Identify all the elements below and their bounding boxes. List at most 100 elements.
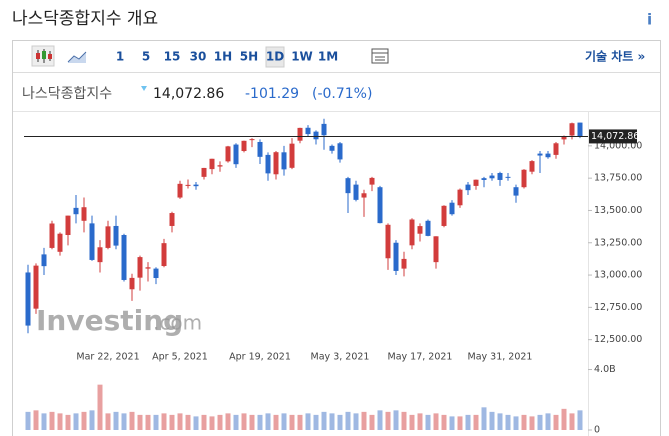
settings-icon[interactable] <box>371 48 389 64</box>
volume-bar <box>425 414 431 430</box>
volume-bar <box>369 414 375 430</box>
volume-bar <box>313 414 319 430</box>
candle-body <box>473 179 479 186</box>
candle-body <box>241 140 247 152</box>
quote-change: -101.29 <box>245 86 299 102</box>
interval-button[interactable]: 5 <box>142 50 150 64</box>
candle-body <box>409 219 415 246</box>
candle-body <box>545 153 551 158</box>
volume-bar <box>393 410 399 430</box>
candle-body <box>505 176 511 178</box>
interval-button[interactable]: 1M <box>318 50 338 64</box>
candle-body <box>393 242 399 271</box>
volume-bar <box>553 414 559 430</box>
candle-body <box>497 172 503 180</box>
candle-body <box>281 152 287 170</box>
x-tick-label: Apr 19, 2021 <box>229 352 291 363</box>
candle-body <box>561 136 567 140</box>
candle-body <box>361 193 367 198</box>
candle-body <box>489 175 495 179</box>
candle-body <box>209 158 215 170</box>
candle-body <box>377 187 383 224</box>
candle-body <box>105 226 111 248</box>
candle-body <box>257 141 263 157</box>
volume-bar <box>473 414 479 430</box>
candle-body <box>129 277 135 290</box>
volume-bar <box>113 411 119 430</box>
candle-body <box>97 247 103 263</box>
volume-bar <box>201 414 207 430</box>
volume-bar <box>521 414 527 430</box>
volume-tick-label: 4.0B <box>594 364 616 375</box>
volume-bar <box>329 413 335 430</box>
volume-bar <box>537 414 543 430</box>
candle-body <box>33 265 39 309</box>
candle-body <box>249 139 255 141</box>
volume-bar <box>337 414 343 430</box>
area-icon[interactable] <box>67 51 87 63</box>
quote-name: 나스닥종합지수 <box>22 86 112 102</box>
x-tick-label: Mar 22, 2021 <box>76 352 139 363</box>
candle-body <box>177 183 183 198</box>
candle-body <box>65 215 71 236</box>
volume-bar <box>385 411 391 430</box>
candle-body <box>537 153 543 156</box>
interval-button[interactable]: 15 <box>164 50 181 64</box>
info-icon[interactable]: i <box>647 11 652 29</box>
volume-bar <box>577 410 583 430</box>
y-tick-label: 13,750.00 <box>594 173 642 184</box>
interval-button[interactable]: 1D <box>266 50 284 64</box>
volume-bar <box>361 411 367 430</box>
y-tick-label: 14,000.00 <box>594 140 642 151</box>
candle-body <box>273 152 279 175</box>
volume-bar <box>273 414 279 430</box>
volume-bar <box>401 411 407 430</box>
volume-bar <box>81 411 87 430</box>
candle-body <box>337 143 343 160</box>
candle-body <box>137 257 143 278</box>
candle-body <box>169 213 175 226</box>
watermark-brand: Investing <box>36 304 183 337</box>
candle-body <box>297 127 303 141</box>
candle-icon[interactable] <box>31 45 55 67</box>
y-tick-label: 12,500.00 <box>594 334 642 345</box>
volume-bar <box>281 413 287 430</box>
candle-body <box>217 165 223 167</box>
volume-bar <box>185 414 191 430</box>
candle-body <box>553 143 559 155</box>
volume-bar <box>305 413 311 430</box>
candle-body <box>49 223 55 248</box>
volume-bar <box>297 414 303 430</box>
candle-body <box>433 236 439 263</box>
volume-bar <box>265 413 271 430</box>
candle-body <box>401 258 407 269</box>
candle-body <box>73 207 79 215</box>
volume-bar <box>209 416 215 430</box>
candle-body <box>521 169 527 188</box>
volume-bar <box>345 411 351 430</box>
interval-button[interactable]: 1 <box>116 50 124 64</box>
volume-bar <box>449 416 455 430</box>
candle-body <box>457 189 463 206</box>
volume-bar <box>25 411 31 430</box>
candle-body <box>289 143 295 168</box>
interval-button[interactable]: 5H <box>240 50 258 64</box>
volume-bar <box>441 414 447 430</box>
volume-bar <box>137 414 143 430</box>
interval-button[interactable]: 30 <box>190 50 207 64</box>
volume-bar <box>225 413 231 430</box>
y-tick-label: 13,250.00 <box>594 237 642 248</box>
candle-body <box>417 226 423 234</box>
technical-chart-link[interactable]: 기술 차트 » <box>585 49 645 64</box>
volume-bar <box>321 411 327 430</box>
x-tick-label: May 17, 2021 <box>388 352 453 363</box>
volume-bar <box>145 414 151 430</box>
y-tick-label: 13,500.00 <box>594 205 642 216</box>
candle-body <box>225 146 231 162</box>
interval-button[interactable]: 1H <box>214 50 232 64</box>
interval-button[interactable]: 1W <box>291 50 313 64</box>
candle-body <box>145 267 151 269</box>
candle-body <box>25 272 31 326</box>
volume-bar <box>561 408 567 430</box>
